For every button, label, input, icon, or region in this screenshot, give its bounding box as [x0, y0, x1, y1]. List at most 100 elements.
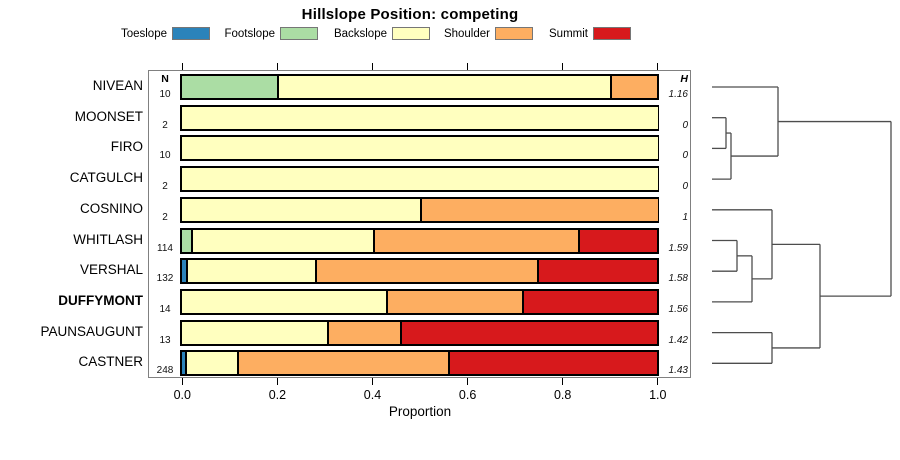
row-h-value: 1.56 — [668, 303, 688, 315]
row-n-value: 248 — [156, 365, 174, 377]
bar-segment-backslope — [182, 198, 420, 221]
bar-segment-backslope — [190, 229, 374, 252]
stacked-bar — [180, 166, 659, 193]
row-label: NIVEAN — [92, 78, 143, 93]
bar-segment-shoulder — [419, 198, 658, 221]
bar-segment-summit — [448, 352, 658, 375]
row-n-value: 2 — [162, 181, 168, 193]
row-label: COSNINO — [79, 200, 143, 216]
bar-segment-backslope — [182, 168, 658, 191]
x-axis-title: Proportion — [388, 404, 452, 419]
bar-segment-toeslope — [182, 260, 186, 283]
bar-segment-backslope — [182, 321, 327, 344]
stacked-bar — [180, 74, 659, 100]
axis-tick-top — [372, 63, 373, 70]
axis-tick-label: 0.4 — [363, 388, 382, 402]
bar-segment-summit — [578, 229, 658, 252]
bar-segment-backslope — [277, 76, 610, 98]
bar-segment-shoulder — [326, 321, 400, 344]
row-n-value: 10 — [159, 150, 171, 162]
row-h-value: 1.58 — [668, 273, 688, 285]
legend-label: Footslope — [224, 28, 275, 40]
row-n-value: 2 — [162, 211, 168, 223]
stacked-bar — [180, 104, 659, 131]
axis-tick-bottom — [562, 378, 564, 385]
bar-segment-summit — [521, 290, 658, 313]
h-column-header: H — [680, 73, 688, 85]
chart-title: Hillslope Position: competing — [301, 6, 519, 23]
row-label: DUFFYMONT — [58, 292, 143, 308]
legend-swatch — [280, 27, 318, 40]
bar-segment-backslope — [182, 106, 658, 129]
bar-segment-shoulder — [315, 260, 537, 283]
row-label: CATGULCH — [69, 170, 143, 186]
row-label: PAUNSAUGUNT — [40, 323, 143, 339]
bar-segment-backslope — [184, 352, 237, 375]
legend-swatch — [392, 27, 430, 40]
axis-tick-bottom — [467, 378, 469, 385]
axis-tick-label: 0.0 — [173, 388, 191, 402]
stacked-bar — [180, 350, 659, 377]
bar-segment-toeslope — [182, 352, 185, 375]
legend-swatch — [593, 27, 631, 40]
row-label: VERSHAL — [79, 262, 143, 278]
stacked-bar — [180, 288, 659, 315]
axis-tick-top — [467, 63, 469, 70]
row-h-value: 1.43 — [668, 365, 688, 377]
axis-tick-label: 0.8 — [553, 388, 572, 402]
axis-tick-bottom — [276, 378, 278, 385]
row-label: WHITLASH — [73, 231, 143, 247]
stacked-bar — [180, 227, 659, 254]
axis-tick-top — [657, 63, 659, 70]
axis-tick-label: 0.2 — [268, 388, 287, 402]
row-n-value: 14 — [159, 303, 171, 315]
legend-swatch — [495, 27, 533, 40]
bar-segment-backslope — [185, 260, 316, 283]
axis-tick-bottom — [181, 378, 183, 385]
row-h-value: 1.59 — [668, 242, 688, 254]
bar-segment-shoulder — [609, 76, 658, 98]
axis-tick-bottom — [372, 378, 373, 385]
axis-tick-bottom — [657, 378, 659, 385]
bar-segment-shoulder — [373, 229, 579, 252]
row-h-value: 1 — [682, 211, 688, 223]
bar-segment-backslope — [182, 290, 386, 313]
stacked-bar — [180, 319, 659, 346]
row-n-value: 13 — [159, 334, 171, 346]
legend-label: Backslope — [333, 28, 387, 40]
bar-segment-backslope — [182, 137, 658, 160]
bar-segment-footslope — [182, 76, 278, 98]
bar-segment-footslope — [182, 229, 191, 252]
legend-label: Shoulder — [443, 28, 490, 40]
row-label: CASTNER — [78, 354, 143, 370]
row-label: FIRO — [110, 139, 143, 155]
axis-tick-label: 0.6 — [458, 388, 477, 402]
axis-tick-label: 1.0 — [649, 388, 667, 402]
row-h-value: 0 — [682, 119, 688, 131]
axis-tick-top — [181, 63, 183, 70]
row-h-value: 1.16 — [668, 89, 688, 100]
stacked-bar — [180, 258, 659, 285]
bar-segment-summit — [399, 321, 658, 344]
axis-tick-top — [562, 63, 564, 70]
legend-swatch — [172, 27, 210, 40]
row-n-value: 132 — [156, 273, 174, 285]
bar-segment-shoulder — [236, 352, 449, 375]
n-column-header: N — [161, 73, 169, 85]
legend-label: Summit — [549, 28, 588, 40]
legend-label: Toeslope — [120, 28, 167, 40]
row-n-value: 114 — [157, 242, 173, 254]
row-h-value: 0 — [682, 181, 688, 193]
bar-segment-summit — [536, 260, 658, 283]
row-h-value: 0 — [682, 150, 688, 162]
axis-tick-top — [276, 63, 278, 70]
row-label: MOONSET — [74, 108, 143, 124]
bar-segment-shoulder — [385, 290, 522, 313]
legend: Toeslope Footslope Backslope Shoulder Summit — [0, 0, 900, 46]
row-n-value: 10 — [159, 89, 171, 100]
stacked-bar — [180, 135, 659, 162]
